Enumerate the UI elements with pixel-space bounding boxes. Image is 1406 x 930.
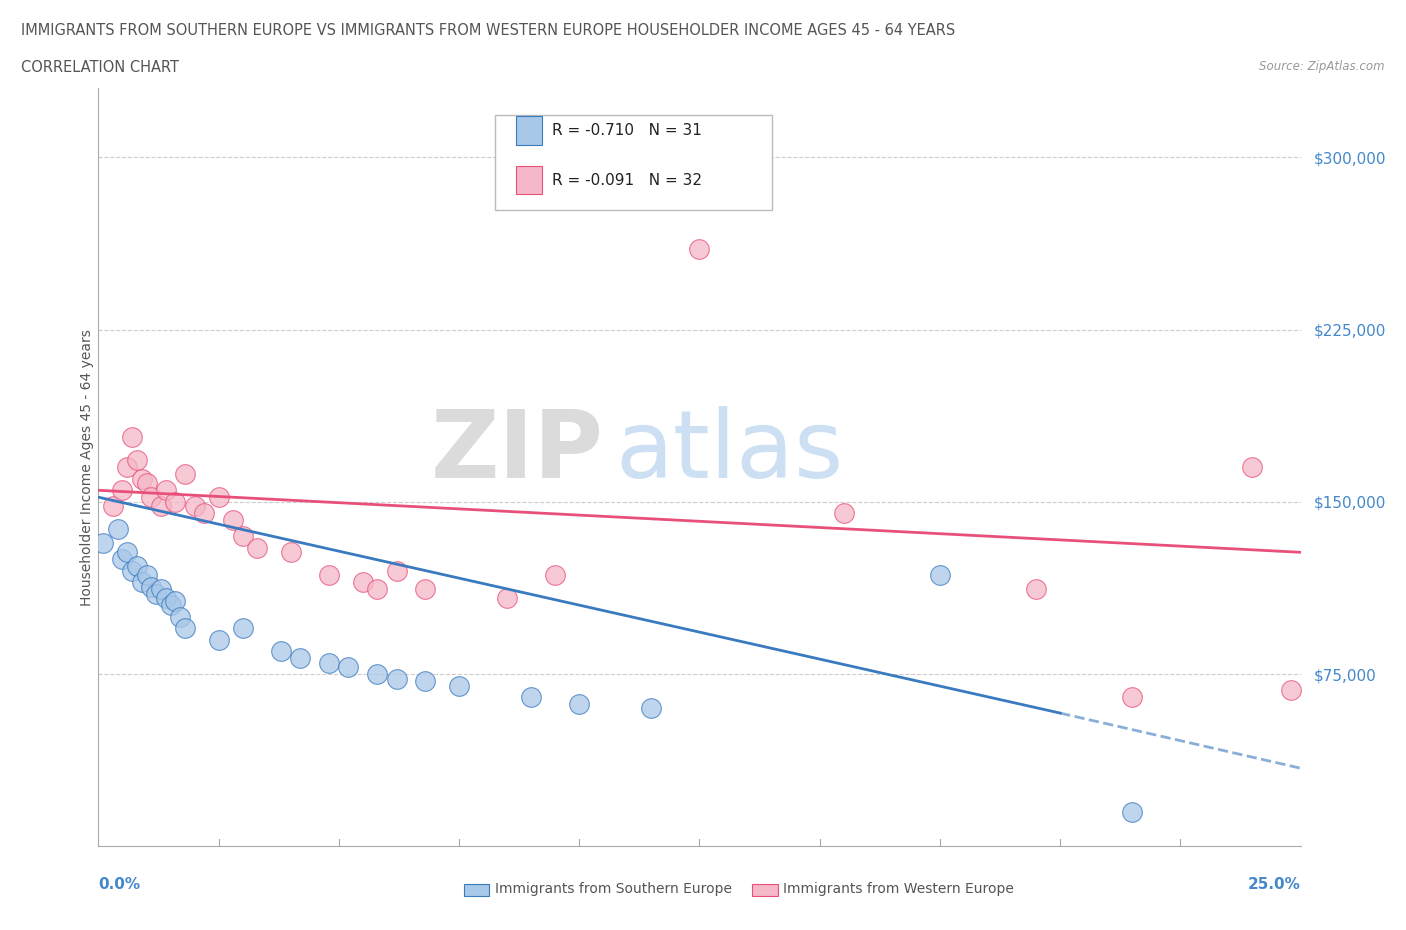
Point [270, 644, 292, 658]
Point [165, 495, 187, 510]
Point [111, 551, 134, 566]
Point [447, 678, 470, 693]
Point [366, 667, 388, 682]
Y-axis label: Householder Income Ages 45 - 64 years: Householder Income Ages 45 - 64 years [80, 329, 94, 605]
Point [1025, 581, 1047, 596]
Point [337, 659, 360, 674]
Point [318, 568, 340, 583]
Point [232, 529, 254, 544]
Point [208, 490, 231, 505]
Point [91, 536, 114, 551]
Point [125, 559, 148, 574]
Text: 25.0%: 25.0% [1247, 877, 1301, 892]
FancyBboxPatch shape [516, 166, 541, 194]
Point [145, 586, 167, 601]
Point [121, 564, 143, 578]
Point [155, 483, 177, 498]
Point [1241, 460, 1264, 475]
Point [193, 506, 215, 521]
Text: Source: ZipAtlas.com: Source: ZipAtlas.com [1260, 60, 1385, 73]
Point [135, 568, 157, 583]
Point [141, 579, 163, 594]
Text: CORRELATION CHART: CORRELATION CHART [21, 60, 179, 75]
Point [688, 242, 710, 257]
FancyBboxPatch shape [516, 116, 541, 145]
Point [415, 673, 437, 688]
Text: R = -0.710   N = 31: R = -0.710 N = 31 [551, 124, 702, 139]
Text: atlas: atlas [616, 406, 844, 498]
Point [366, 581, 388, 596]
Point [135, 476, 157, 491]
Text: 0.0%: 0.0% [98, 877, 141, 892]
Point [149, 498, 172, 513]
Point [496, 591, 519, 605]
Point [1121, 804, 1143, 819]
Point [131, 472, 153, 486]
Point [117, 460, 139, 475]
Point [385, 671, 408, 686]
Point [352, 575, 374, 590]
Point [568, 697, 591, 711]
Point [107, 522, 129, 537]
Point [520, 689, 543, 704]
Point [125, 453, 148, 468]
Point [415, 581, 437, 596]
Point [832, 506, 855, 521]
Point [101, 498, 124, 513]
Point [280, 545, 302, 560]
Point [159, 598, 181, 613]
Point [385, 564, 408, 578]
Text: ZIP: ZIP [430, 406, 603, 498]
Point [246, 540, 269, 555]
Text: R = -0.091   N = 32: R = -0.091 N = 32 [551, 173, 702, 188]
Point [928, 568, 950, 583]
Point [1279, 683, 1302, 698]
FancyBboxPatch shape [495, 115, 772, 209]
Point [1121, 689, 1143, 704]
Text: Immigrants from Western Europe: Immigrants from Western Europe [783, 882, 1014, 897]
Point [208, 632, 231, 647]
Point [117, 545, 139, 560]
Point [183, 498, 205, 513]
Point [174, 467, 197, 482]
Point [169, 609, 191, 624]
Point [165, 593, 187, 608]
Point [121, 430, 143, 445]
Point [141, 490, 163, 505]
Point [318, 655, 340, 670]
Point [290, 650, 312, 665]
Point [232, 620, 254, 635]
Point [149, 581, 172, 596]
Point [640, 701, 662, 716]
Point [174, 620, 197, 635]
Text: Immigrants from Southern Europe: Immigrants from Southern Europe [495, 882, 733, 897]
Text: IMMIGRANTS FROM SOUTHERN EUROPE VS IMMIGRANTS FROM WESTERN EUROPE HOUSEHOLDER IN: IMMIGRANTS FROM SOUTHERN EUROPE VS IMMIG… [21, 23, 955, 38]
Point [544, 568, 567, 583]
Point [131, 575, 153, 590]
Point [155, 591, 177, 605]
Point [111, 483, 134, 498]
Point [222, 512, 245, 527]
